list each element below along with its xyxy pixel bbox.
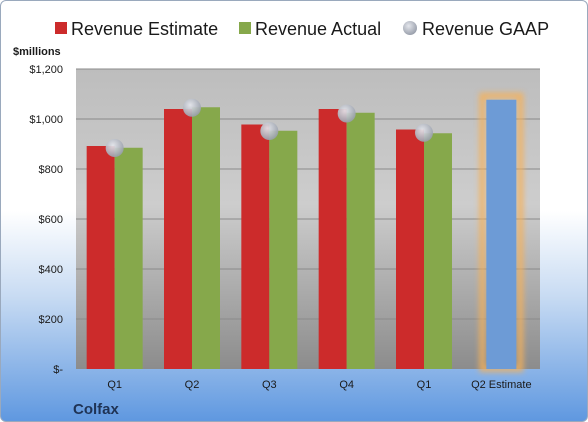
marker-revenue-gaap xyxy=(183,98,201,117)
legend: Revenue Estimate Revenue Actual Revenue … xyxy=(55,19,549,39)
marker-revenue-gaap xyxy=(105,139,124,157)
gaap-markers xyxy=(105,98,433,157)
marker-revenue-gaap xyxy=(260,122,279,140)
legend-label-revenue-gaap: Revenue GAAP xyxy=(422,19,549,39)
bar-revenue-estimate xyxy=(396,129,424,369)
x-tick-label: Q2 Estimate xyxy=(471,379,532,391)
x-tick-label: Q4 xyxy=(339,379,354,391)
bar-revenue-actual xyxy=(346,112,375,369)
marker-revenue-gaap xyxy=(415,123,433,142)
bars xyxy=(86,92,524,372)
bar-revenue-actual xyxy=(192,107,220,369)
y-axis: $- $200 $400 $600 $800 $1,000 $1,200 xyxy=(29,64,63,376)
y-tick-label: $800 xyxy=(39,164,63,176)
bar-revenue-estimate xyxy=(241,124,270,369)
y-tick-label: $400 xyxy=(39,264,63,276)
legend-label-revenue-estimate: Revenue Estimate xyxy=(71,19,218,39)
x-tick-label: Q3 xyxy=(262,379,277,391)
y-tick-label: $1,000 xyxy=(29,114,63,126)
legend-swatch-revenue-actual xyxy=(239,22,251,34)
bar-revenue-estimate xyxy=(164,109,192,369)
marker-revenue-gaap xyxy=(337,104,356,123)
bar-forecast-revenue xyxy=(486,99,517,369)
y-tick-label: $- xyxy=(53,364,63,376)
y-tick-label: $1,200 xyxy=(29,64,63,76)
gridlines xyxy=(76,68,540,320)
bar-revenue-actual xyxy=(424,133,452,369)
x-tick-label: Q1 xyxy=(107,379,122,391)
bar-revenue-actual xyxy=(269,130,298,369)
bar-revenue-estimate xyxy=(86,146,115,369)
bar-revenue-estimate xyxy=(318,109,347,369)
legend-marker-revenue-gaap xyxy=(403,21,417,35)
x-tick-label: Q2 xyxy=(185,379,200,391)
y-axis-unit-label: $millions xyxy=(13,46,61,58)
x-axis: Q1 Q2 Q3 Q4 Q1 Q2 Estimate xyxy=(107,379,531,391)
legend-swatch-revenue-estimate xyxy=(55,22,67,34)
bar-revenue-actual xyxy=(114,147,143,369)
company-name: Colfax xyxy=(73,401,120,418)
x-tick-label: Q1 xyxy=(417,379,432,391)
y-tick-label: $600 xyxy=(39,214,63,226)
legend-label-revenue-actual: Revenue Actual xyxy=(255,19,381,39)
y-tick-label: $200 xyxy=(39,314,63,326)
